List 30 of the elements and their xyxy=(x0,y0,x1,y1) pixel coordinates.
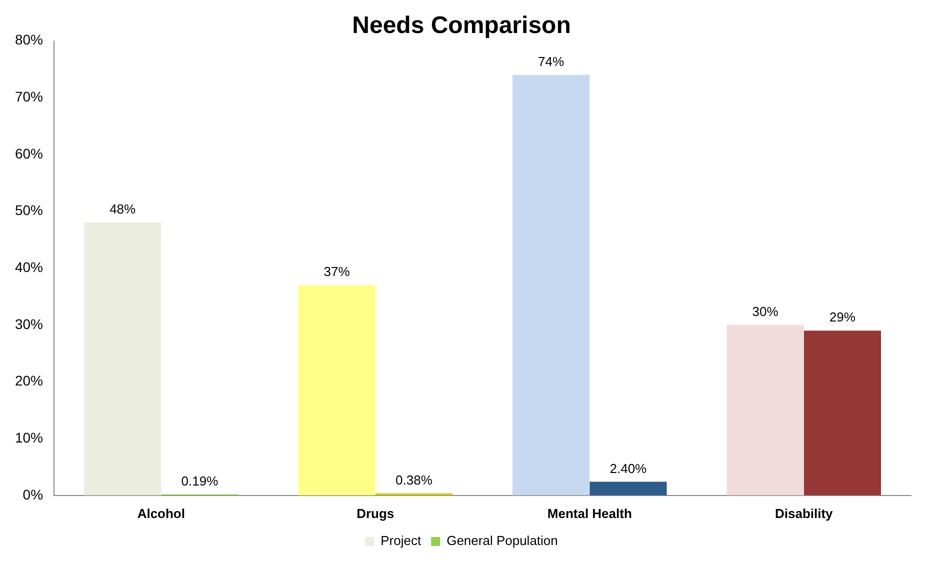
x-tick-label: Alcohol xyxy=(137,506,185,521)
y-tick-label: 60% xyxy=(14,145,44,162)
data-label: 0.19% xyxy=(181,473,219,488)
chart-title: Needs Comparison xyxy=(352,12,571,40)
data-label: 48% xyxy=(110,202,136,217)
bar xyxy=(726,324,804,496)
y-tick-label: 0% xyxy=(22,486,44,502)
data-label: 29% xyxy=(829,310,856,325)
y-tick-label: 50% xyxy=(14,202,44,218)
legend-label: General Population xyxy=(446,533,558,548)
bar xyxy=(804,330,882,496)
y-tick-label: 70% xyxy=(14,88,44,104)
legend-label: Project xyxy=(380,533,422,548)
y-tick-label: 30% xyxy=(14,316,44,332)
y-tick-label: 40% xyxy=(14,258,44,275)
bar xyxy=(590,482,667,496)
bar xyxy=(298,285,376,496)
x-tick-label: Mental Health xyxy=(547,506,632,521)
y-tick-label: 10% xyxy=(14,429,44,446)
bar xyxy=(84,222,162,496)
x-tick-label: Disability xyxy=(774,506,834,521)
data-label: 74% xyxy=(538,54,565,69)
data-label: 30% xyxy=(752,304,779,320)
data-label: 2.40% xyxy=(610,460,648,476)
data-label: 0.38% xyxy=(396,472,433,488)
data-label: 37% xyxy=(324,264,350,280)
x-tick-label: Drugs xyxy=(356,506,394,521)
y-tick-label: 20% xyxy=(14,372,44,389)
bar xyxy=(512,74,590,496)
y-tick-label: 80% xyxy=(14,32,44,48)
